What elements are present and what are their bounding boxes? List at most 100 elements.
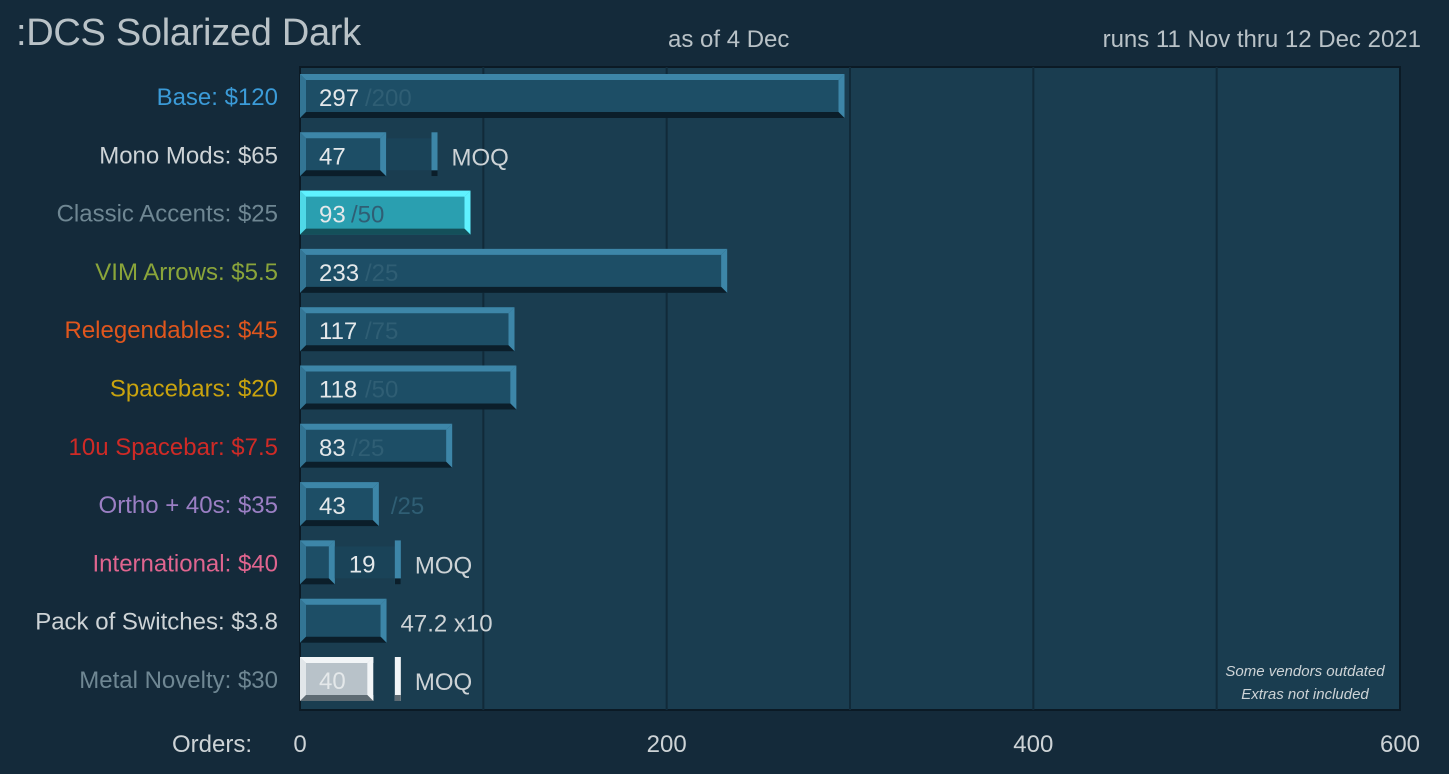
bar-bevel-bottom	[300, 345, 515, 352]
moq-gap	[334, 546, 401, 579]
bar-bevel-bottom	[300, 461, 453, 468]
category-label: Mono Mods: $65	[99, 142, 278, 169]
category-label: Relegendables: $45	[64, 317, 278, 344]
bar	[300, 657, 374, 701]
bar-bevel-right	[510, 365, 517, 410]
bar-bevel-right	[372, 482, 379, 527]
bar-bevel-bottom	[300, 403, 517, 410]
bar-suffix-label: MOQ	[415, 552, 472, 579]
category-label: Base: $120	[157, 84, 278, 111]
moq-marker	[394, 657, 401, 701]
bar-bevel-right	[446, 423, 453, 468]
bar-bevel-left	[300, 657, 306, 701]
category-label: Pack of Switches: $3.8	[35, 609, 278, 636]
page-title: :DCS Solarized Dark	[16, 12, 361, 54]
category-label: International: $40	[93, 550, 278, 577]
bar-value-label: 118	[319, 377, 357, 404]
bar-bevel-right	[508, 307, 515, 352]
bar-goal-label: /50	[351, 202, 384, 229]
bar-bevel-left	[300, 365, 306, 410]
bar-bevel-right	[380, 598, 387, 643]
bar	[300, 132, 387, 177]
bar-bevel-right	[328, 540, 335, 585]
bar-bevel-left	[300, 132, 306, 177]
bar-bevel-top	[300, 190, 471, 197]
x-tick-label: 0	[293, 731, 306, 758]
bar-bevel-bottom	[300, 286, 728, 293]
x-tick-label: 200	[647, 731, 687, 758]
bar-value-label: 40	[319, 668, 346, 695]
moq-marker-shade	[394, 578, 401, 585]
moq-marker-shade	[394, 695, 401, 701]
bar-goal-label: /75	[365, 318, 398, 345]
x-tick-label: 600	[1380, 731, 1420, 758]
bar-bevel-right	[838, 74, 845, 118]
bar	[300, 482, 379, 527]
footnote: Some vendors outdated	[1225, 663, 1385, 680]
bar-bevel-bottom	[300, 228, 471, 235]
bar-value-label: 117	[319, 318, 357, 345]
bar-bevel-left	[300, 248, 306, 293]
bar-goal-label: /25	[365, 260, 398, 287]
bar-bevel-right	[721, 248, 728, 293]
bar-suffix-label: 47.2 x10	[401, 611, 493, 638]
bar-bevel-bottom	[300, 636, 387, 643]
bar-bevel-bottom	[300, 170, 387, 177]
x-tick-label: 400	[1013, 731, 1053, 758]
moq-marker	[394, 540, 401, 585]
bar	[300, 248, 728, 293]
bar-goal-label: /25	[351, 435, 384, 462]
bar-bevel-right	[367, 657, 374, 701]
bar-suffix-label: MOQ	[415, 669, 472, 696]
bar-bevel-top	[300, 132, 387, 139]
bar	[300, 307, 515, 352]
bar-bevel-left	[300, 190, 306, 235]
bar-value-label: 93	[319, 202, 346, 229]
bar-goal-label: /50	[365, 377, 398, 404]
bar-bevel-left	[300, 598, 306, 643]
category-label: VIM Arrows: $5.5	[95, 259, 278, 286]
bar	[300, 423, 453, 468]
bar-value-label: 47	[319, 143, 346, 170]
bar	[300, 365, 517, 410]
bar-bevel-top	[300, 74, 845, 80]
bar-value-label: 43	[319, 493, 346, 520]
bar-value-label: 233	[319, 260, 359, 287]
moq-marker-shade	[431, 170, 438, 177]
bar-bevel-bottom	[300, 578, 335, 585]
moq-marker	[431, 132, 438, 177]
bar-suffix-label: MOQ	[452, 144, 509, 171]
bar-bevel-bottom	[300, 112, 845, 118]
bar-bevel-top	[300, 365, 517, 372]
bar-bevel-left	[300, 540, 306, 585]
category-label: 10u Spacebar: $7.5	[69, 434, 279, 461]
category-label: Classic Accents: $25	[57, 201, 278, 228]
bar-bevel-left	[300, 482, 306, 527]
bar-bevel-top	[300, 482, 379, 489]
bar	[300, 190, 471, 235]
bar-bevel-top	[300, 540, 335, 547]
bar-goal-label: /25	[391, 493, 424, 520]
bar-bevel-left	[300, 423, 306, 468]
bar-bevel-left	[300, 307, 306, 352]
bar-bevel-top	[300, 657, 374, 663]
bar-value-label: 297	[319, 85, 359, 112]
bar-bevel-top	[300, 307, 515, 314]
moq-gap	[386, 138, 438, 171]
bar-bevel-bottom	[300, 520, 379, 527]
bar-bevel-top	[300, 248, 728, 255]
bar-goal-label: /200	[365, 85, 412, 112]
bar-bevel-top	[300, 423, 453, 430]
bar	[300, 74, 845, 118]
bar-bevel-top	[300, 598, 387, 605]
bar-bevel-bottom	[300, 695, 374, 701]
bar-bevel-left	[300, 74, 306, 118]
bar-bevel-right	[380, 132, 387, 177]
footnote: Extras not included	[1241, 686, 1369, 703]
category-label: Metal Novelty: $30	[79, 667, 278, 694]
category-label: Ortho + 40s: $35	[99, 492, 278, 519]
bar-value-label: 83	[319, 435, 346, 462]
bar-bevel-right	[464, 190, 471, 235]
bar-value-label: 19	[349, 551, 376, 578]
